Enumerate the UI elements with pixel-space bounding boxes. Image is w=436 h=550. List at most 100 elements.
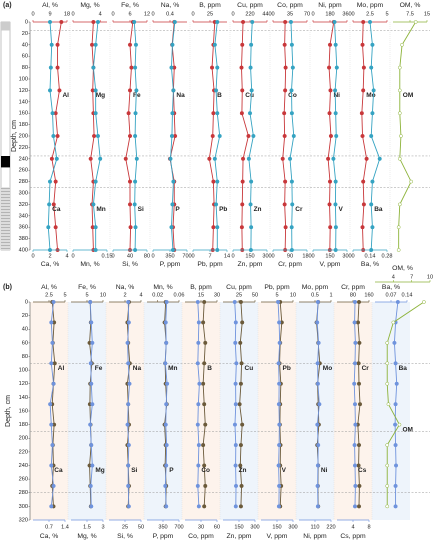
data-point [48, 402, 53, 407]
data-point [49, 156, 54, 161]
series-label: Pb [283, 365, 291, 372]
y-tick-label: 300 [19, 190, 28, 196]
x-tick-label: 4 [351, 524, 354, 530]
x-axis-label: Na, % [116, 284, 135, 291]
data-point [240, 88, 245, 93]
data-point [168, 156, 173, 161]
data-point [134, 88, 139, 93]
x-tick-label: 150 [234, 524, 243, 530]
column-band [258, 302, 296, 520]
data-point [53, 179, 58, 184]
x-axis-label: Ni, ppm [303, 533, 327, 540]
data-point [334, 65, 339, 70]
data-point [240, 202, 245, 207]
y-tick-label: 200 [19, 436, 28, 442]
x-axis-label: Ba, % [382, 284, 400, 291]
series-label: B [217, 92, 222, 99]
data-point [352, 463, 358, 468]
y-tick-label: 340 [19, 213, 28, 219]
data-point [276, 402, 281, 407]
x-tick-label: 700 [174, 524, 183, 530]
y-tick-label: 160 [19, 111, 28, 117]
data-point [163, 361, 168, 366]
data-point [88, 483, 93, 488]
x-tick-label: 7.5 [406, 11, 414, 17]
data-point [209, 65, 215, 70]
series-label: V [282, 467, 287, 474]
x-tick-label: 150 [325, 253, 334, 259]
data-point [127, 88, 133, 93]
x-tick-label: 0 [31, 253, 34, 259]
data-point [370, 111, 375, 116]
series-label: Mg [95, 467, 104, 474]
x-axis-label: P, ppm [153, 533, 174, 540]
data-point [127, 179, 133, 184]
data-point [196, 504, 201, 509]
x-tick-label: 0 [351, 11, 354, 17]
data-point [276, 504, 281, 509]
data-point [127, 42, 133, 47]
data-point [126, 299, 131, 305]
data-point [203, 340, 208, 345]
data-point [361, 202, 366, 207]
data-point [289, 225, 294, 230]
series-label: Ba [374, 206, 383, 213]
series-label: Fe [95, 365, 103, 372]
data-point [393, 483, 398, 488]
data-point [59, 19, 64, 25]
data-point [210, 133, 215, 139]
data-point [370, 225, 375, 230]
data-point [327, 42, 333, 47]
data-point [171, 179, 176, 184]
data-point [93, 225, 98, 230]
series-label: Mn [168, 365, 177, 372]
y-tick-label: 220 [19, 145, 28, 151]
y-tick-label: 220 [19, 449, 28, 455]
data-point [240, 179, 245, 184]
data-point [126, 443, 131, 448]
y-tick-label: 380 [19, 236, 28, 242]
x-axis-label: Mn, % [153, 284, 172, 291]
data-point [291, 133, 296, 139]
x-tick-label: 5 [63, 292, 66, 298]
x-axis-label: OM, % [400, 2, 421, 9]
data-point [212, 42, 217, 47]
data-point [328, 88, 333, 93]
data-point [385, 361, 390, 366]
x-tick-label: 10 [100, 292, 106, 298]
data-point [55, 42, 60, 47]
data-point [277, 483, 282, 488]
data-point [89, 504, 94, 509]
x-tick-label: 0.15 [102, 253, 113, 259]
series-label: Mo [323, 365, 332, 372]
y-axis-label: Depth, cm [11, 120, 18, 152]
data-point [202, 463, 207, 468]
y-tick-label: 80 [22, 354, 28, 360]
data-point [93, 88, 98, 93]
x-axis-label: Si, % [122, 261, 138, 268]
data-point [214, 202, 219, 207]
x-tick-label: 7 [208, 253, 211, 259]
data-point [172, 19, 177, 25]
y-tick-label: 120 [19, 381, 28, 387]
x-tick-label: 0 [271, 11, 274, 17]
data-point [315, 463, 320, 468]
x-tick-label: 30 [214, 292, 220, 298]
y-tick-label: 120 [19, 88, 28, 94]
lithology-layer [1, 22, 10, 31]
data-point [163, 320, 168, 325]
data-point [49, 42, 54, 47]
x-tick-label: 0.14 [365, 253, 376, 259]
x-tick-label: 0.4 [166, 11, 174, 17]
data-point [196, 443, 201, 448]
series-label: B [207, 365, 212, 372]
data-point [413, 20, 418, 24]
data-point [126, 361, 131, 366]
data-point [246, 156, 251, 161]
data-point [277, 340, 282, 345]
x-tick-label: 0 [191, 253, 194, 259]
data-point [133, 65, 138, 70]
series-label: OM [403, 92, 413, 99]
data-point [233, 381, 238, 386]
data-point [397, 422, 402, 427]
